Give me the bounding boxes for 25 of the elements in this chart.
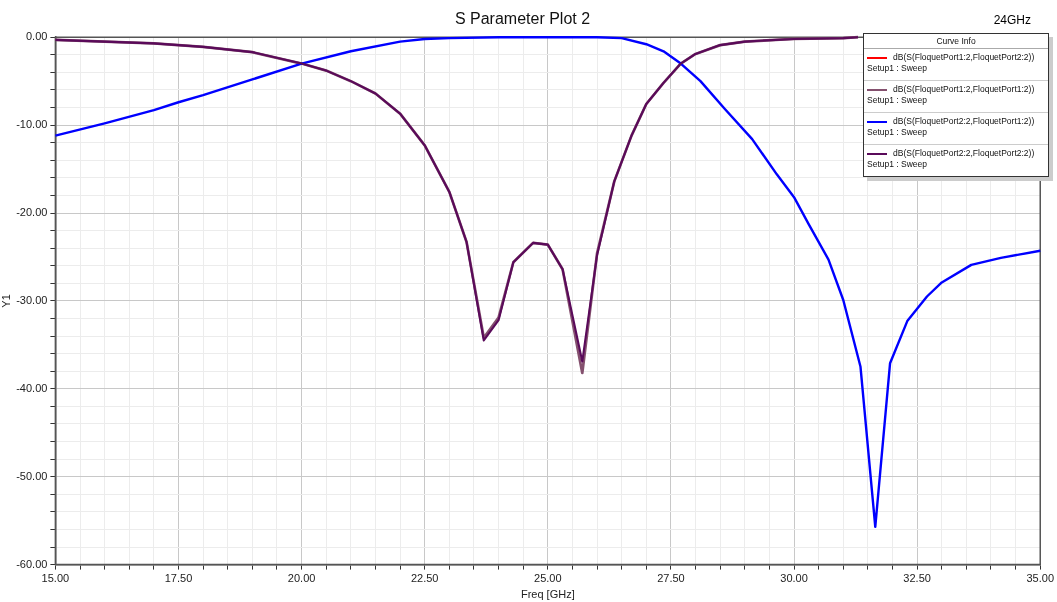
y-tick-label: -40.00 [16,381,48,394]
legend-title: Curve Info [935,35,977,48]
y-tick-label: -30.00 [16,293,48,306]
legend-label: dB(S(FloquetPort1:2,FloquetPort1:2)) Setup1 : Sweep [864,80,1048,112]
x-tick-label: 32.50 [903,572,931,585]
y-tick-label: 0.00 [25,30,48,43]
y-tick-label: -10.00 [16,118,48,131]
x-tick-label: 35.00 [1026,572,1054,585]
x-tick-label: 17.50 [164,572,193,585]
x-axis-title: Freq [GHz] [520,588,575,601]
y-tick-label: -50.00 [16,469,48,482]
x-tick-label: 25.00 [534,572,562,585]
x-tick-label: 22.50 [410,572,439,585]
x-tick-label: 27.50 [657,572,685,585]
text: 24GHz [993,13,1031,27]
x-tick-label: 20.00 [287,572,316,585]
legend-label: dB(S(FloquetPort2:2,FloquetPort1:2)) Setup1 : Sweep [864,112,1048,144]
legend-label: dB(S(FloquetPort1:2,FloquetPort2:2)) Setup1 : Sweep [866,51,1036,75]
y-axis-title: Y1 [0,294,12,308]
x-tick-label: 15.00 [41,572,70,585]
y-tick-label: -20.00 [16,206,48,219]
chart-title: S Parameter Plot 2 [454,10,591,28]
y-tick-label: -60.00 [16,557,48,570]
x-tick-label: 30.00 [780,572,808,585]
legend-label: dB(S(FloquetPort2:2,FloquetPort2:2)) Setup1 : Sweep [864,144,1048,176]
